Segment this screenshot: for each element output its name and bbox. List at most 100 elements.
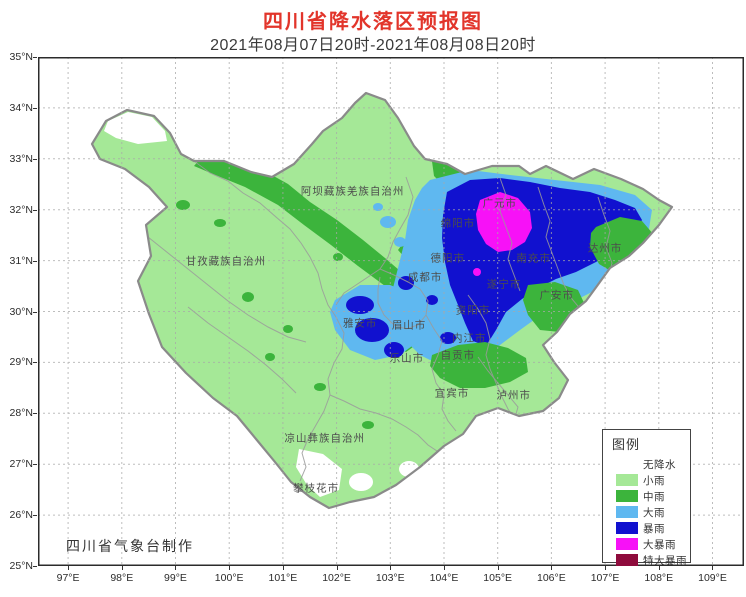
legend-row: 中雨: [612, 488, 690, 504]
lat-tick-mark: [33, 158, 37, 160]
city-label: 甘孜藏族自治州: [185, 255, 267, 268]
legend-items: 无降水小雨中雨大雨暴雨大暴雨特大暴雨: [612, 456, 690, 568]
legend-title: 图例: [612, 437, 641, 452]
lat-tick-mark: [33, 413, 37, 415]
legend-label: 中雨: [643, 490, 665, 503]
lon-tick-label: 108°E: [644, 572, 674, 584]
legend-swatch-xstorm: [616, 554, 638, 566]
legend-row: 小雨: [612, 472, 690, 488]
precipitation-map: [38, 57, 744, 566]
lon-tick-mark: [605, 566, 607, 570]
lat-tick-mark: [33, 107, 37, 109]
lat-tick-mark: [33, 515, 37, 517]
heavy-rain-region: [380, 216, 396, 228]
lat-tick-mark: [33, 464, 37, 466]
city-label: 阿坝藏族羌族自治州: [300, 185, 405, 198]
rainstorm-region: [384, 342, 404, 358]
lon-tick-label: 104°E: [429, 572, 459, 584]
city-label: 自贡市: [440, 349, 476, 362]
lon-tick-mark: [282, 566, 284, 570]
rainstorm-region: [440, 332, 456, 344]
lon-tick-label: 99°E: [164, 572, 187, 584]
rainstorm-region: [426, 295, 438, 305]
moderate-rain-region: [314, 383, 326, 391]
rainstorm-region: [346, 296, 374, 314]
lat-tick-label: 32°N: [9, 203, 33, 216]
lat-tick-mark: [33, 209, 37, 211]
moderate-rain-region: [242, 292, 254, 302]
city-label: 广元市: [482, 197, 518, 210]
legend-row: 大暴雨: [612, 536, 690, 552]
forecast-period: 2021年08月07日20时-2021年08月08日20时: [210, 37, 536, 54]
legend-row: 暴雨: [612, 520, 690, 536]
moderate-rain-region: [430, 342, 528, 388]
no-rain-region: [104, 112, 167, 144]
legend-swatch-light: [616, 474, 638, 486]
lon-tick-label: 106°E: [536, 572, 566, 584]
legend-swatch-mid: [616, 490, 638, 502]
lat-tick-label: 29°N: [9, 356, 33, 369]
legend-label: 大暴雨: [643, 538, 676, 551]
lon-tick-label: 103°E: [375, 572, 405, 584]
lon-tick-mark: [121, 566, 123, 570]
lon-tick-mark: [68, 566, 70, 570]
lon-tick-label: 98°E: [110, 572, 134, 584]
lat-tick-mark: [33, 260, 37, 262]
lat-tick-mark: [33, 362, 37, 364]
heavy-rain-region: [394, 237, 406, 247]
lon-tick-mark: [658, 566, 660, 570]
city-label: 绵阳市: [440, 217, 476, 230]
city-label: 凉山彝族自治州: [284, 432, 365, 445]
heavy-rainstorm-region: [473, 268, 481, 276]
lat-tick-label: 28°N: [9, 407, 33, 420]
no-rain-region: [296, 449, 342, 497]
lon-tick-mark: [175, 566, 177, 570]
legend-label: 大雨: [643, 506, 665, 519]
moderate-rain-region: [283, 325, 293, 333]
lon-tick-label: 100°E: [214, 572, 244, 584]
lon-tick-mark: [443, 566, 445, 570]
legend-label: 无降水: [643, 458, 676, 471]
lat-tick-mark: [33, 311, 37, 313]
lat-tick-label: 27°N: [9, 458, 33, 471]
lat-tick-label: 31°N: [9, 254, 33, 267]
lon-tick-label: 109°E: [698, 572, 727, 584]
lat-tick-mark: [33, 566, 37, 567]
city-label: 遂宁市: [486, 278, 522, 291]
city-label: 南充市: [516, 252, 551, 265]
legend: 图例 无降水小雨中雨大雨暴雨大暴雨特大暴雨: [602, 429, 691, 567]
lat-tick-label: 34°N: [9, 101, 33, 114]
moderate-rain-region: [194, 159, 420, 301]
city-label: 雅安市: [342, 317, 378, 330]
lon-tick-mark: [551, 566, 553, 570]
legend-row: 大雨: [612, 504, 690, 520]
page-title: 四川省降水落区预报图: [263, 11, 483, 33]
legend-label: 小雨: [643, 474, 665, 487]
legend-swatch-none: [616, 458, 638, 470]
lat-tick-label: 30°N: [9, 305, 33, 318]
no-rain-region: [349, 473, 373, 491]
city-label: 攀枝花市: [293, 482, 340, 495]
lat-tick-mark: [33, 57, 37, 58]
lon-tick-label: 105°E: [483, 572, 513, 584]
city-label: 德阳市: [430, 252, 465, 265]
plot-frame: [38, 57, 744, 566]
lon-tick-label: 97°E: [56, 572, 80, 584]
lon-tick-mark: [497, 566, 499, 570]
lon-tick-mark: [390, 566, 392, 570]
legend-swatch-heavy: [616, 506, 638, 518]
moderate-rain-region: [176, 200, 190, 210]
city-label: 乐山市: [389, 352, 425, 365]
legend-label: 暴雨: [643, 522, 665, 535]
city-label: 成都市: [407, 271, 443, 284]
legend-row: 特大暴雨: [612, 552, 690, 568]
lon-tick-label: 101°E: [268, 572, 298, 584]
rainstorm-region: [355, 318, 389, 342]
moderate-rain-region: [265, 353, 275, 361]
legend-label: 特大暴雨: [643, 554, 687, 567]
lat-tick-label: 26°N: [9, 509, 33, 522]
moderate-rain-region: [362, 421, 374, 429]
city-label: 内江市: [451, 332, 487, 345]
heavy-rain-region: [373, 203, 383, 211]
